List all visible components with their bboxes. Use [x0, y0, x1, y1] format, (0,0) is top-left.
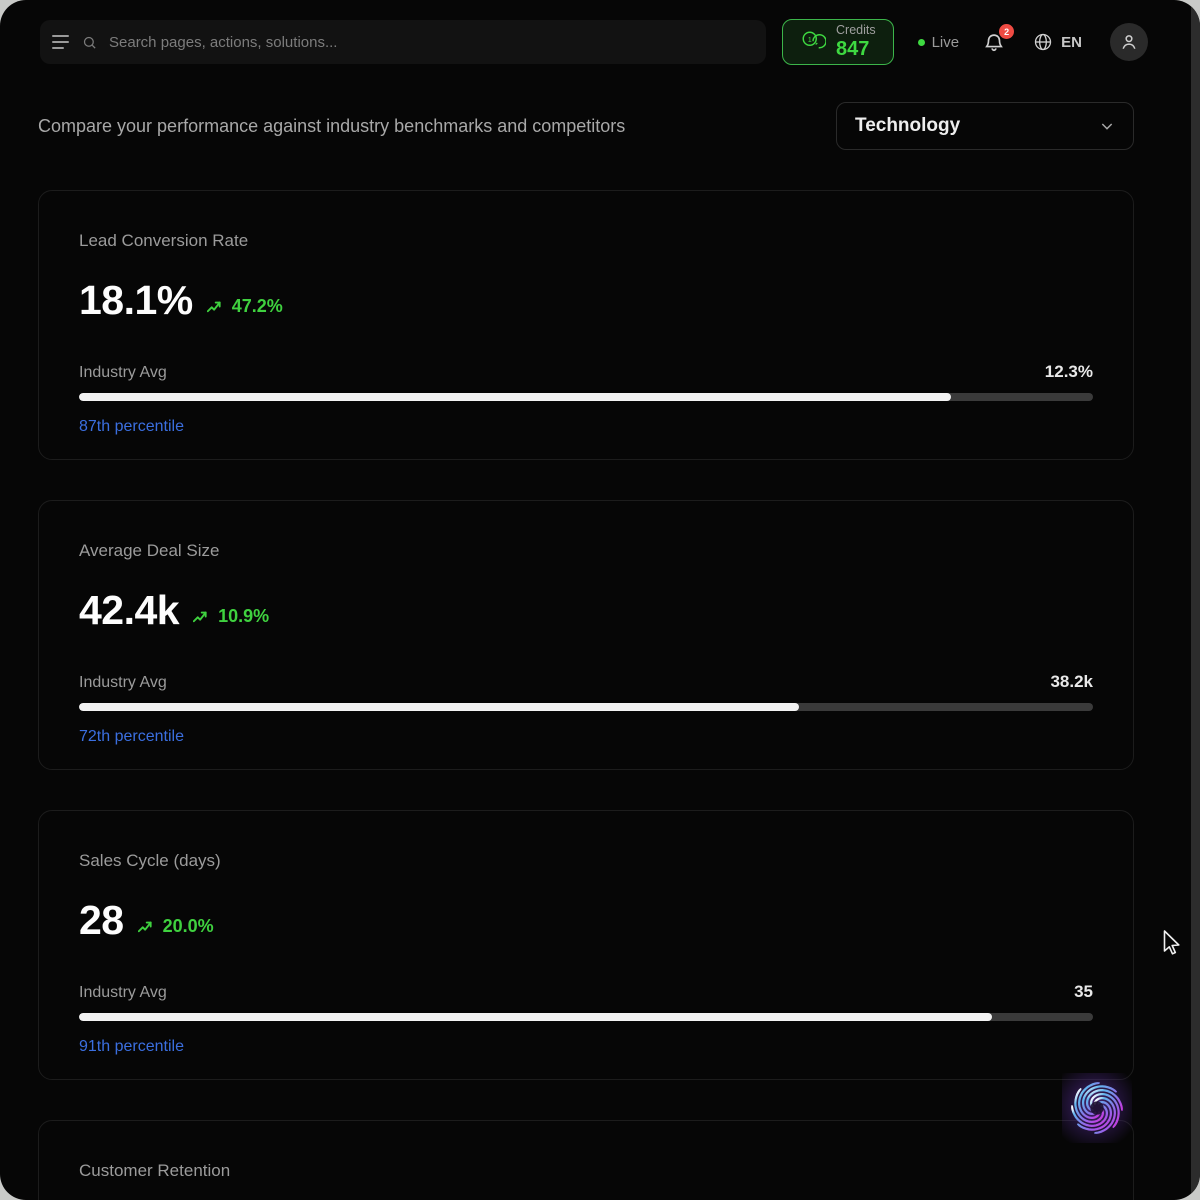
svg-text:1: 1	[808, 35, 812, 44]
